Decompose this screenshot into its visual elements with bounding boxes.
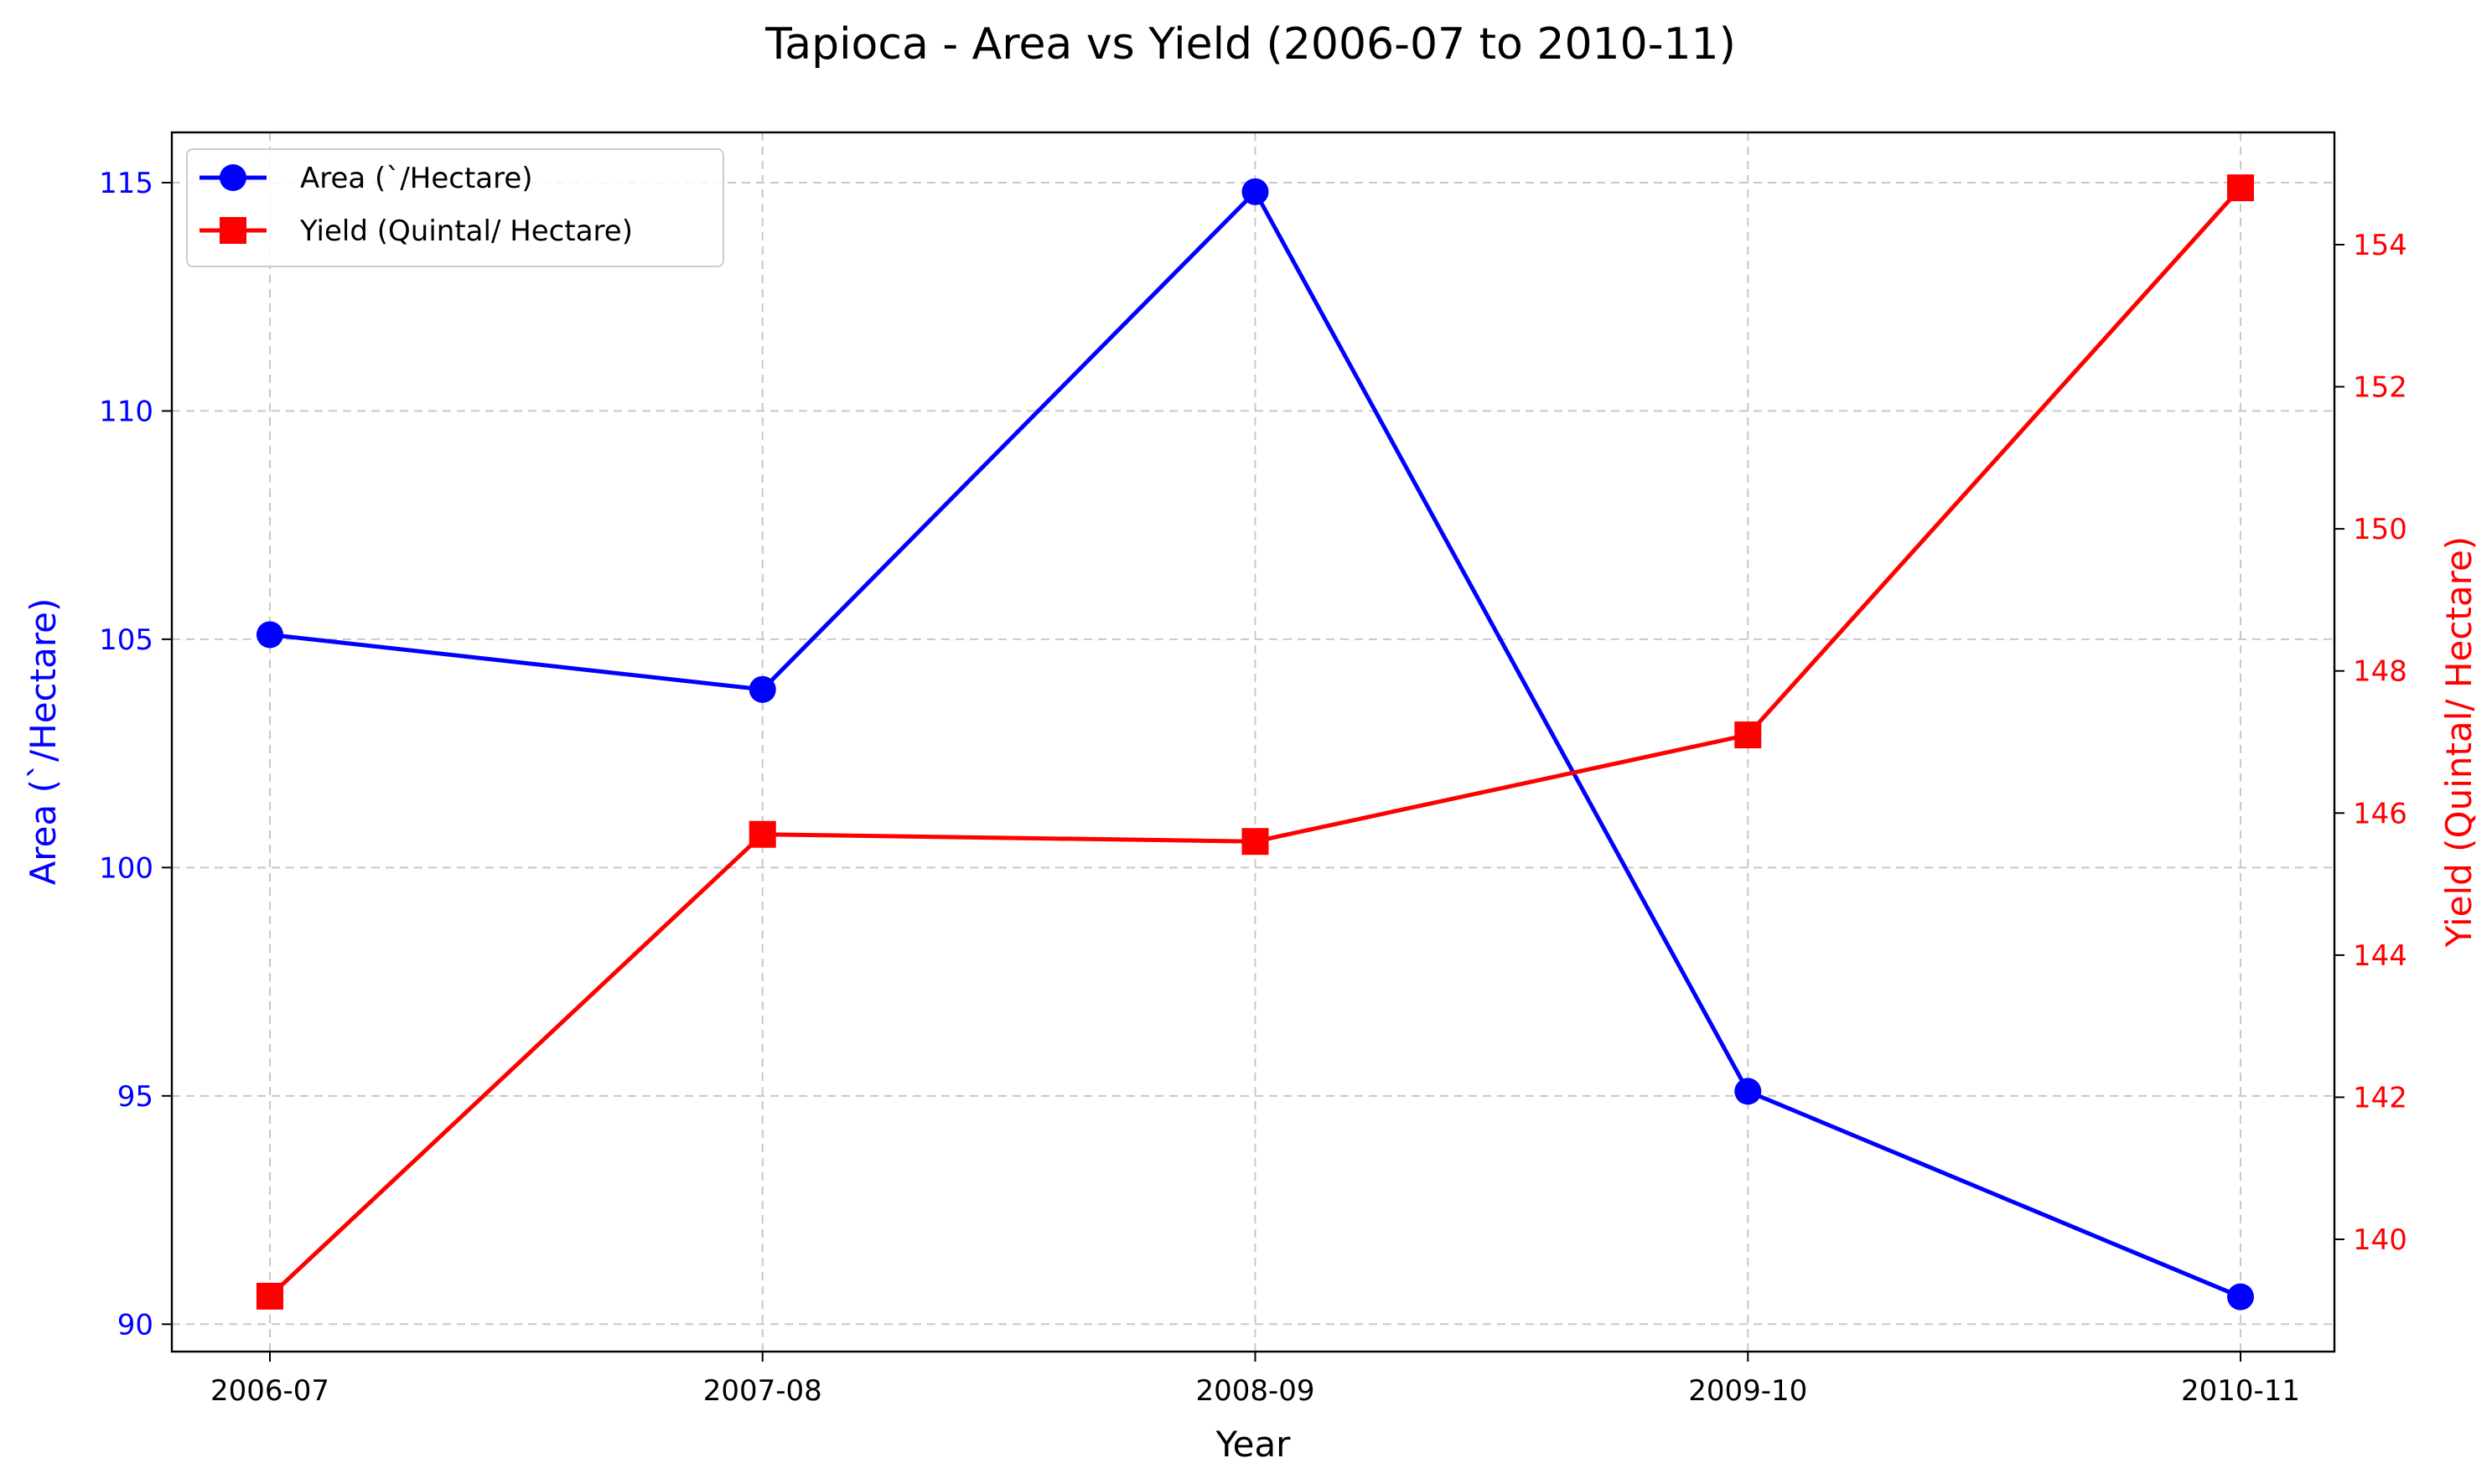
data-point-area-2007-08 [749, 675, 776, 703]
legend-marker-area [220, 164, 246, 191]
y-right-tick-label-142: 142 [2353, 1081, 2407, 1114]
legend-box [186, 148, 724, 267]
legend-marker-yield [220, 217, 246, 244]
legend-entry-area: Area (`/Hectare) [199, 162, 533, 195]
chart-title: Tapioca - Area vs Yield (2006-07 to 2010… [764, 19, 1736, 70]
y-right-tick-label-140: 140 [2353, 1223, 2407, 1257]
y-right-tick-label-144: 144 [2353, 939, 2407, 973]
data-point-area-2009-10 [1734, 1078, 1762, 1105]
y-axis-right: 140 142 144 146 148 150 152 154 [2334, 229, 2407, 1257]
plot-frame [170, 131, 2336, 1353]
y-left-tick-label-90: 90 [117, 1308, 153, 1342]
y-right-tick-label-150: 150 [2353, 513, 2407, 546]
data-point-yield-2008-09 [1241, 828, 1269, 856]
y-right-tick-label-146: 146 [2353, 797, 2407, 830]
y-left-tick-label-100: 100 [99, 851, 153, 885]
legend-entry-yield: Yield (Quintal/ Hectare) [199, 215, 633, 248]
series-layer [256, 174, 2254, 1311]
x-tick-label-2008-09: 2008-09 [1195, 1374, 1314, 1408]
data-point-yield-2007-08 [749, 820, 776, 848]
data-point-area-2010-11 [2227, 1283, 2254, 1311]
legend: Area (`/Hectare) Yield (Quintal/ Hectare… [186, 148, 724, 267]
x-tick-label-2007-08: 2007-08 [703, 1374, 822, 1408]
y-axis-left-label: Area (`/Hectare) [23, 598, 64, 886]
data-point-yield-2010-11 [2227, 174, 2254, 202]
y-left-tick-label-105: 105 [99, 623, 153, 657]
x-tick-label-2006-07: 2006-07 [210, 1374, 329, 1408]
y-axis-left: 90 95 100 105 110 115 [99, 167, 172, 1342]
y-right-tick-label-152: 152 [2353, 371, 2407, 405]
y-right-tick-label-148: 148 [2353, 655, 2407, 689]
y-left-tick-label-95: 95 [117, 1080, 153, 1114]
data-point-yield-2009-10 [1734, 721, 1762, 749]
x-axis: 2006-07 2007-08 2008-09 2009-10 2010-11 [210, 1352, 2300, 1408]
y-left-tick-label-110: 110 [99, 395, 153, 428]
y-right-tick-label-154: 154 [2353, 229, 2407, 262]
x-tick-label-2010-11: 2010-11 [2181, 1374, 2300, 1408]
data-point-yield-2006-07 [256, 1282, 283, 1310]
legend-label-yield: Yield (Quintal/ Hectare) [299, 215, 633, 248]
y-left-tick-label-115: 115 [99, 167, 153, 200]
data-point-area-2008-09 [1241, 178, 1269, 205]
x-tick-label-2009-10: 2009-10 [1688, 1374, 1807, 1408]
x-axis-label: Year [1215, 1424, 1292, 1465]
legend-label-area: Area (`/Hectare) [300, 162, 533, 195]
data-point-area-2006-07 [256, 621, 283, 649]
y-axis-right-label: Yield (Quintal/ Hectare) [2438, 536, 2479, 948]
